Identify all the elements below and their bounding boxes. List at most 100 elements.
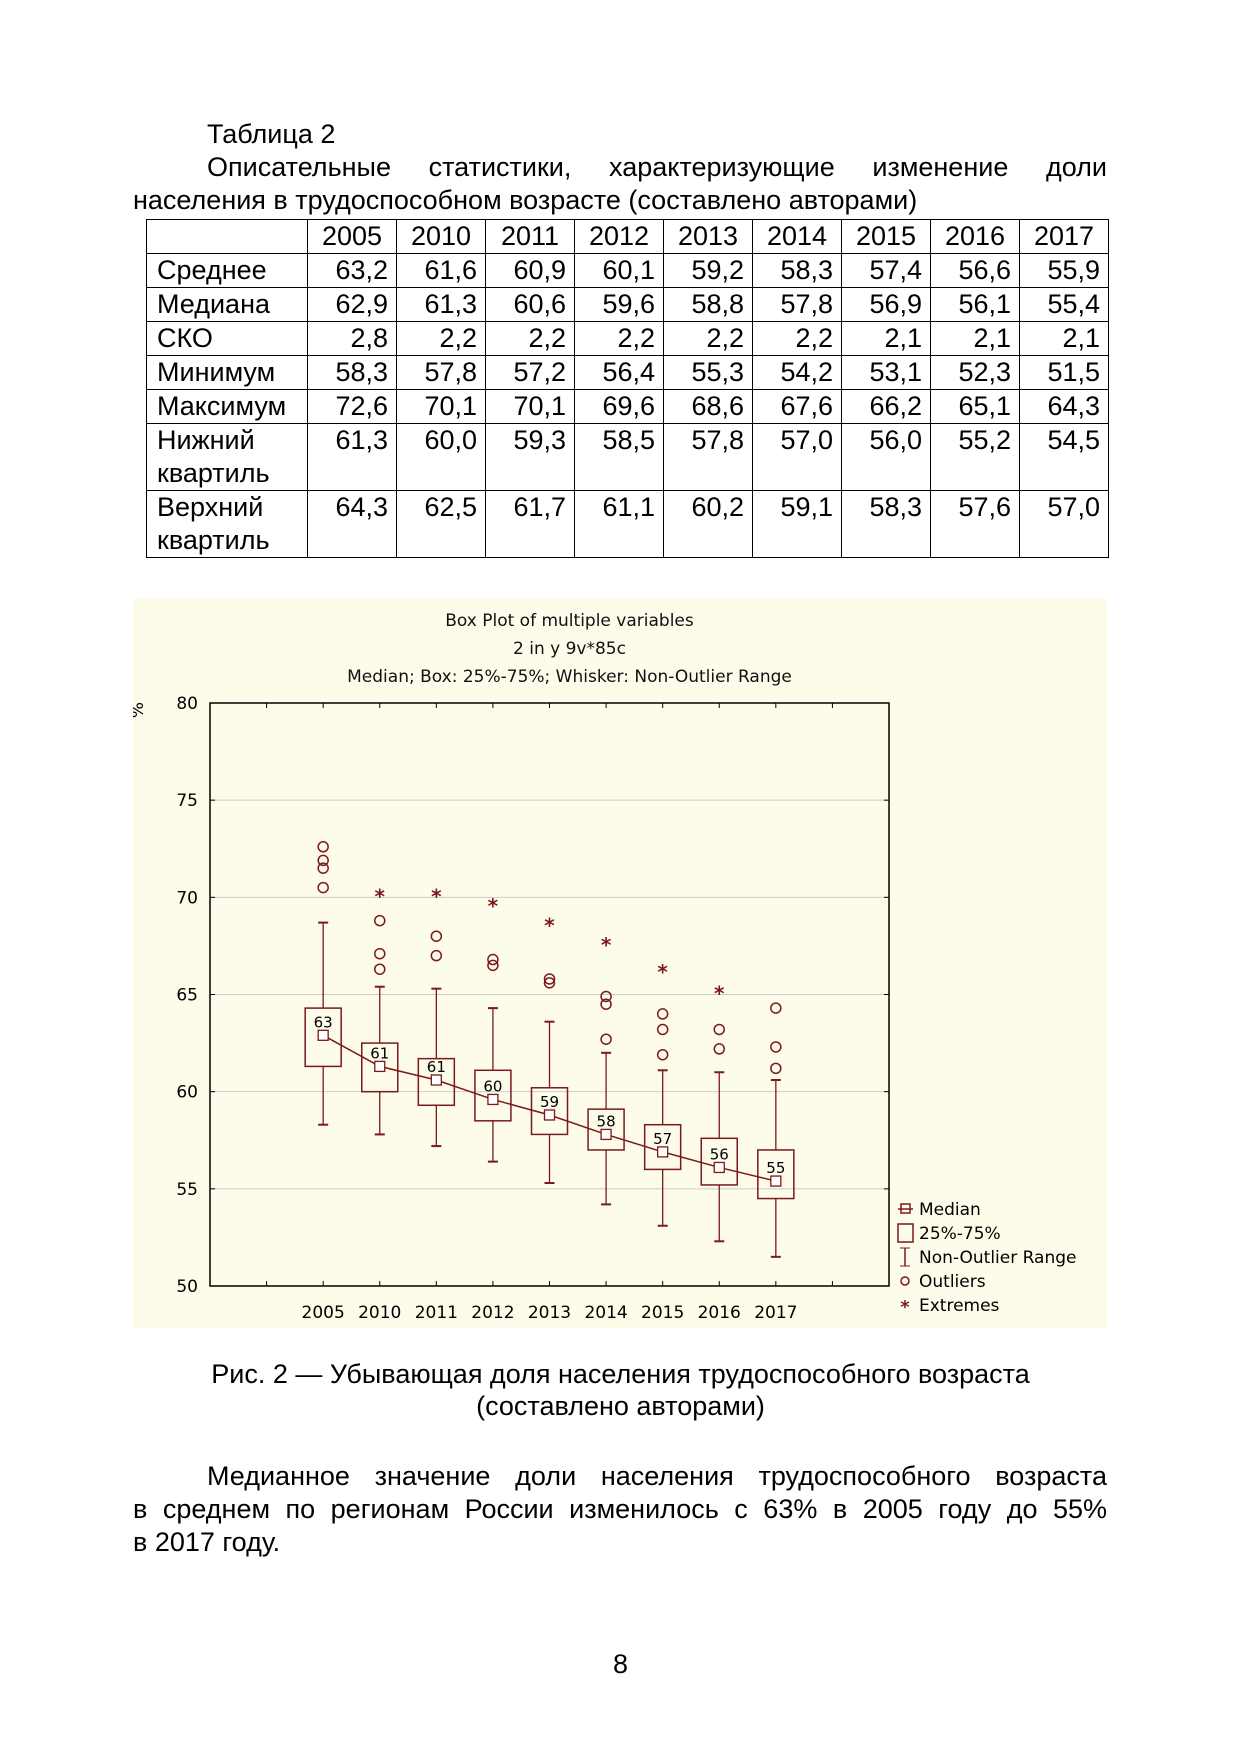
table-cell: 60,0 [396,423,486,491]
table-cell: 68,6 [663,389,753,424]
column-header: 2010 [396,219,486,254]
iqr-box [474,1069,512,1122]
iqr-box [417,1057,456,1107]
outlier-point [713,1043,725,1055]
outlier-point [374,947,386,960]
extreme-point: * [714,982,725,1006]
stats-table: 2005 2010 2011 2012 2013 2014 2015 2016 2017 Сред… [146,219,1109,558]
outlier-point [600,990,612,1003]
y-tick-label: 60 [176,1083,198,1103]
extreme-point: * [431,884,442,908]
table-cell: 51,5 [1019,355,1109,390]
table-cell: 2,2 [574,321,664,356]
extreme-point: * [544,914,555,938]
median-marker [770,1175,782,1187]
table-cell: 57,8 [752,287,842,322]
outlier-point [656,1023,669,1036]
chart-subtitle2: Median; Box: 25%-75%; Whisker: Non-Outli… [347,667,792,687]
row-label: СКО [146,321,308,356]
median-label: 55 [766,1159,785,1177]
outlier-point [317,841,329,853]
table-cell: 55,3 [663,355,753,390]
outlier-point [317,854,329,867]
x-tick-label: 2005 [302,1303,345,1323]
box-legend-icon [897,1223,914,1243]
median-label: 60 [483,1077,502,1095]
iqr-box [757,1149,795,1200]
table-cell: 56,6 [930,253,1020,288]
table-cell: 59,2 [663,253,753,288]
table-number: Таблица 2 [207,119,336,149]
column-header: 2016 [930,219,1020,254]
median-marker [317,1029,329,1041]
column-header: 2012 [574,219,664,254]
table-cell: 59,3 [485,423,575,491]
table-cell: 54,5 [1019,423,1109,491]
table-cell: 57,0 [1019,490,1109,558]
table-cell: 60,9 [485,253,575,288]
table-cell: 2,1 [1019,321,1109,356]
figure-caption: Рис. 2 — Убывающая доля населения трудос… [211,1359,1030,1389]
legend-box: 25%-75% [919,1224,1001,1244]
row-label: Минимум [146,355,308,390]
median-label: 58 [597,1112,616,1130]
table-cell: 2,2 [485,321,575,356]
table-row: Верхний квартиль 64,3 62,5 61,7 61,1 60,2 59,1… [146,490,1109,558]
outlier-point [430,949,443,962]
outlier-point [600,998,612,1010]
column-header: 2013 [663,219,753,254]
outlier-point [374,914,386,927]
extreme-point: * [657,960,668,984]
outlier-point [770,1041,782,1053]
paragraph-line: в 2017 году. [133,1527,281,1557]
table-row: Медиана 62,9 61,3 60,6 59,6 58,8 57,8 56,9 56,1 5… [146,287,1109,322]
median-label: 56 [710,1145,729,1163]
table-cell: 59,6 [574,287,664,322]
table-cell: 60,6 [485,287,575,322]
table-row: Среднее 63,2 61,6 60,9 60,1 59,2 58,3 57,4 56,6 5… [146,253,1109,288]
table-cell: 56,4 [574,355,664,390]
outlier-point [770,1062,782,1075]
table-cell: 58,3 [307,355,397,390]
y-tick-label: 55 [176,1180,198,1200]
x-tick-label: 2013 [528,1303,571,1323]
table-cell: 57,2 [485,355,575,390]
legend-median: Median [919,1200,981,1220]
table-cell: 55,9 [1019,253,1109,288]
table-cell: 65,1 [930,389,1020,424]
table-cell: 63,2 [307,253,397,288]
outlier-point [770,1002,782,1014]
iqr-box [643,1123,682,1171]
outlier-point [656,1048,669,1061]
extreme-legend-icon: * [900,1297,910,1318]
median-marker [374,1060,386,1073]
outlier-point [317,881,329,894]
median-marker [657,1146,669,1158]
table-cell: 2,1 [930,321,1020,356]
paragraph-line: в среднем по регионам России изменилось … [133,1494,1107,1524]
legend-range: Non-Outlier Range [919,1248,1077,1268]
iqr-box [361,1042,399,1093]
table-row: СКО 2,8 2,2 2,2 2,2 2,2 2,2 2,1 2,1 2,1 [146,321,1109,356]
x-tick-label: 2016 [698,1303,741,1323]
table-cell: 61,3 [307,423,397,491]
extreme-point: * [488,894,499,918]
extreme-point: * [601,933,612,957]
median-marker [713,1161,725,1174]
row-label: Медиана [146,287,308,322]
row-label: Максимум [146,389,308,424]
table-cell: 58,3 [752,253,842,288]
x-tick-label: 2014 [584,1303,627,1323]
table-cell: 61,7 [485,490,575,558]
table-row: Максимум 72,6 70,1 70,1 69,6 68,6 67,6 66,2 65,1… [146,389,1109,424]
median-label: 57 [653,1130,672,1148]
column-header: 2017 [1019,219,1109,254]
table-cell: 53,1 [841,355,931,390]
table-cell: 66,2 [841,389,931,424]
table-cell: 54,2 [752,355,842,390]
column-header: 2015 [841,219,931,254]
table-cell: 56,9 [841,287,931,322]
row-label: Верхний квартиль [146,490,308,558]
legend-outlier: Outliers [919,1272,986,1292]
